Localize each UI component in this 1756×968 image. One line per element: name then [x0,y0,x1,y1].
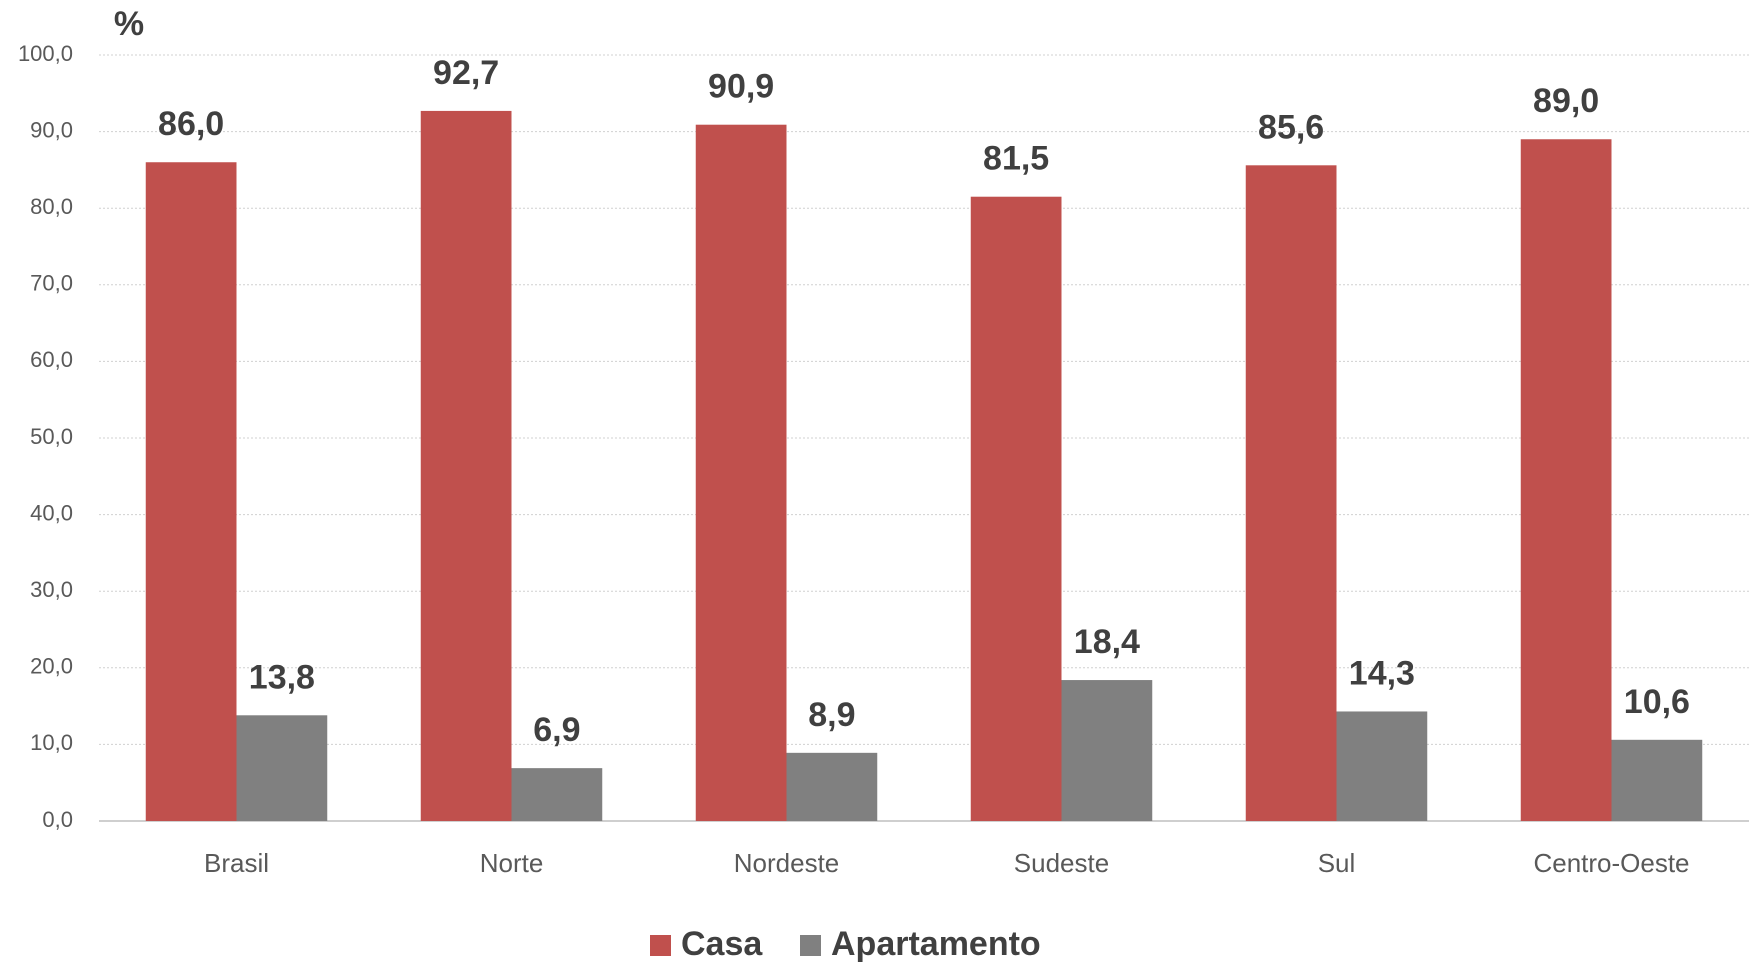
bar [511,768,603,821]
bar [420,110,512,822]
y-tick-label: 20,0 [30,654,73,679]
data-label: 89,0 [1533,82,1599,120]
data-label: 86,0 [158,105,224,143]
y-tick-label: 60,0 [30,347,73,372]
y-tick-label: 90,0 [30,117,73,142]
legend-swatch [800,935,821,956]
data-label: 14,3 [1349,654,1415,692]
legend-swatch [650,935,671,956]
x-tick-label: Nordeste [734,848,840,878]
bar [786,752,878,821]
y-tick-label: 70,0 [30,271,73,296]
y-tick-label: 10,0 [30,730,73,755]
x-tick-label: Sul [1318,848,1356,878]
data-label: 85,6 [1258,108,1324,146]
x-tick-label: Brasil [204,848,269,878]
y-tick-label: 100,0 [18,41,73,66]
data-label: 90,9 [708,68,774,106]
data-label: 18,4 [1074,623,1140,661]
data-label: 81,5 [983,140,1049,178]
y-tick-label: 50,0 [30,424,73,449]
bar [1336,711,1428,821]
legend-label: Apartamento [831,925,1041,963]
bar [695,124,787,822]
bar [1520,139,1612,821]
data-label: 10,6 [1624,683,1690,721]
bar [1611,739,1703,821]
y-tick-label: 30,0 [30,577,73,602]
bar [1245,165,1337,821]
y-tick-label: 40,0 [30,500,73,525]
bar [236,715,328,821]
data-label: 6,9 [533,711,580,749]
bar [145,162,237,822]
x-tick-label: Norte [480,848,544,878]
bar [970,196,1062,821]
legend-label: Casa [681,925,763,963]
x-tick-label: Centro-Oeste [1533,848,1689,878]
y-tick-label: 0,0 [42,807,73,832]
y-axis-label: % [114,5,144,43]
data-label: 92,7 [433,54,499,92]
bar [1061,680,1153,821]
data-label: 8,9 [808,696,855,734]
x-tick-label: Sudeste [1014,848,1109,878]
data-label: 13,8 [249,658,315,696]
y-tick-label: 80,0 [30,194,73,219]
